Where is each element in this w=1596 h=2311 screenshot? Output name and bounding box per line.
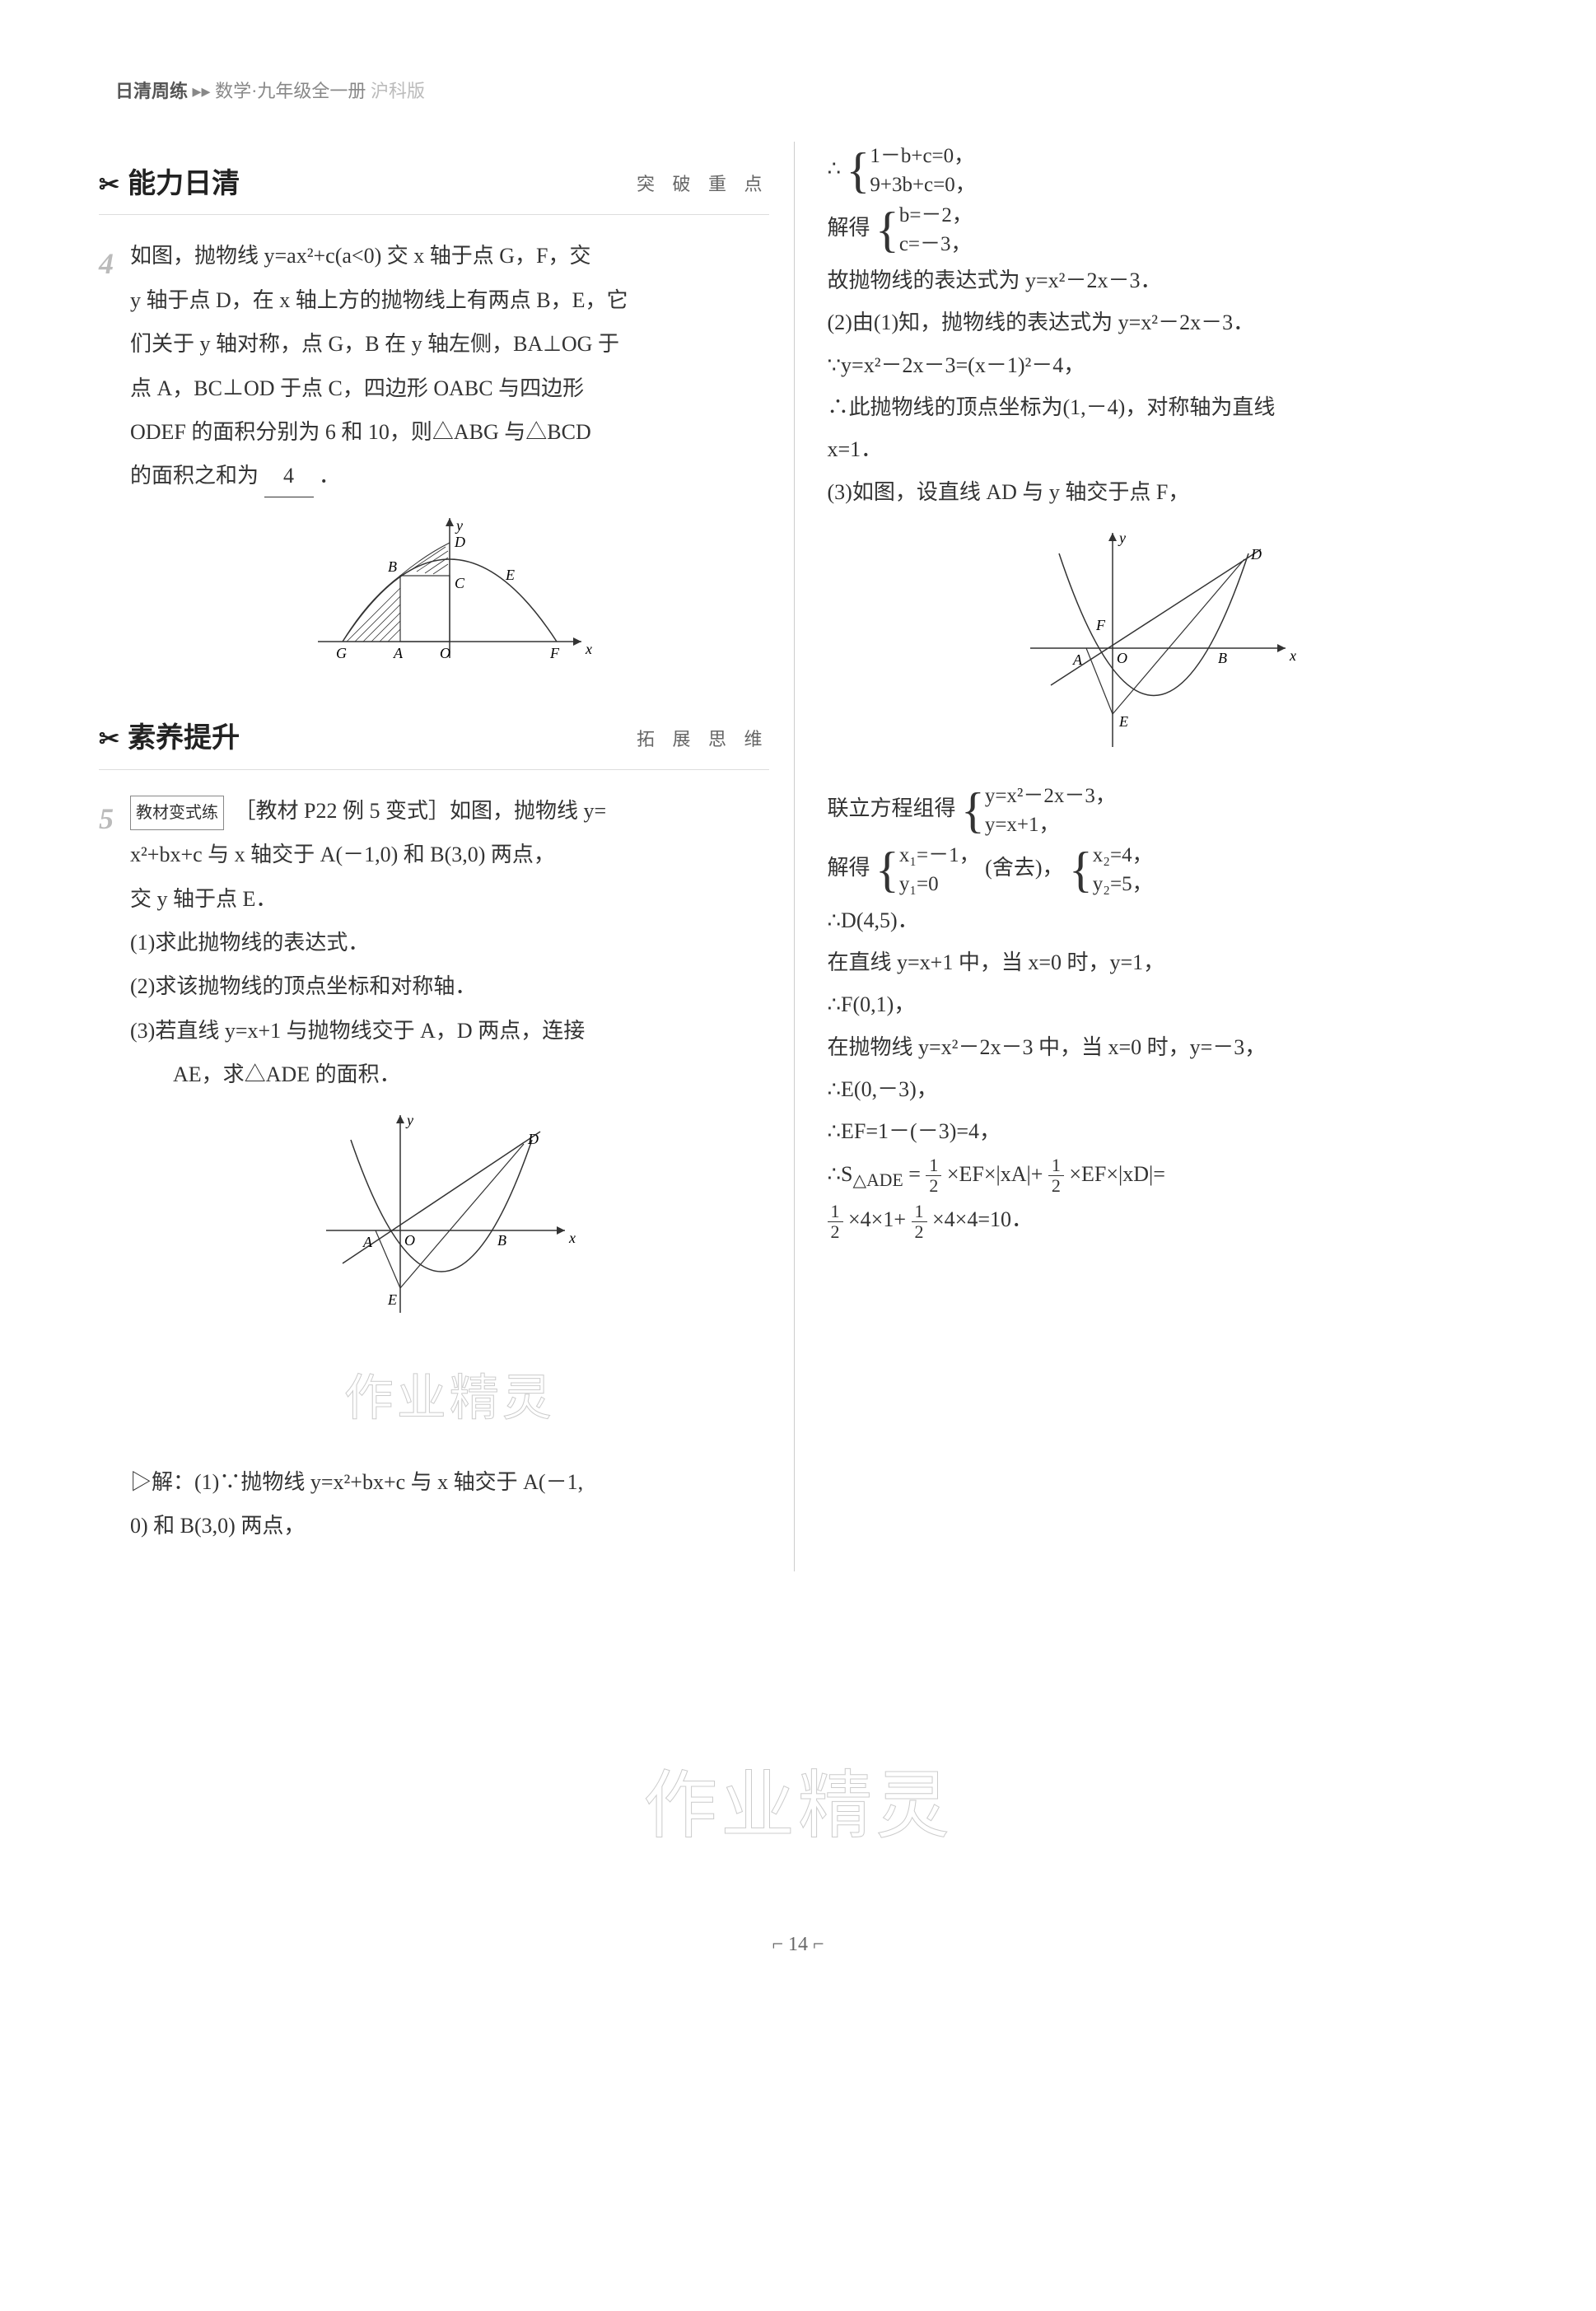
frac-half-1: 12 <box>926 1156 941 1196</box>
p5-line1: 教材变式练 ［教材 P22 例 5 变式］如图，抛物线 y= <box>130 791 769 831</box>
svg-text:D: D <box>527 1131 539 1147</box>
svg-text:O: O <box>404 1232 415 1249</box>
r-sys2: 解得 { b=－2， c=－3， <box>828 201 1498 259</box>
svg-text:x: x <box>585 641 592 657</box>
left-column: ✂ 能力日清 突 破 重 点 4 如图，抛物线 y=ax²+c(a<0) 交 x… <box>99 142 795 1571</box>
watermark-1: 作业精灵 <box>130 1352 769 1445</box>
r-l6: (3)如图，设直线 AD 与 y 轴交于点 F， <box>828 472 1498 512</box>
svg-text:A: A <box>1072 651 1083 668</box>
svg-text:E: E <box>505 567 515 583</box>
r-l1: 故抛物线的表达式为 y=x²－2x－3． <box>828 260 1498 301</box>
header-arrows: ▸▸ <box>193 81 216 101</box>
problem-4-body: 如图，抛物线 y=ax²+c(a<0) 交 x 轴于点 G，F，交 y 轴于点 … <box>130 236 769 688</box>
watermark-2: 作业精灵 <box>99 1736 1497 1877</box>
problem-4-number: 4 <box>99 236 114 292</box>
svg-text:y: y <box>1118 530 1126 546</box>
r-l7: ∴D(4,5)． <box>828 900 1498 941</box>
svg-text:A: A <box>393 645 404 661</box>
header-edition: 沪科版 <box>371 81 425 101</box>
r-sys4: 解得 { x₁=－1， y₁=0 (舍去)， { x₂=4， y₂=5， <box>828 841 1498 899</box>
section-literacy-title-wrap: ✂ 素养提升 <box>99 712 240 766</box>
svg-text:x: x <box>568 1230 576 1246</box>
p5-sol-a: ▷解：(1)∵抛物线 y=x²+bx+c 与 x 轴交于 A(－1, <box>130 1462 769 1502</box>
p5-figure: y x D A O B E <box>130 1107 769 1334</box>
r-l13: ∴S△ADE = 12 ×EF×|xA|+ 12 ×EF×|xD|= <box>828 1154 1498 1198</box>
svg-text:C: C <box>455 575 465 591</box>
header-series: 日清周练 <box>115 81 188 101</box>
problem-5-number: 5 <box>99 791 114 847</box>
r-l4: ∴此抛物线的顶点坐标为(1,－4)，对称轴为直线 <box>828 387 1498 427</box>
problem-4: 4 如图，抛物线 y=ax²+c(a<0) 交 x 轴于点 G，F，交 y 轴于… <box>99 236 769 688</box>
scissors-icon: ✂ <box>99 161 119 208</box>
p5-q1: (1)求此抛物线的表达式． <box>130 922 769 963</box>
r-l14: 12 ×4×1+ 12 ×4×4=10． <box>828 1199 1498 1242</box>
svg-text:B: B <box>497 1232 506 1249</box>
svg-text:F: F <box>1095 617 1106 633</box>
section-ability-header: ✂ 能力日清 突 破 重 点 <box>99 158 769 216</box>
section-literacy-title: 素养提升 <box>128 712 240 766</box>
page-number: ⌐ 14 ⌐ <box>99 1926 1497 1964</box>
r-l8: 在直线 y=x+1 中，当 x=0 时，y=1， <box>828 942 1498 983</box>
svg-text:D: D <box>454 534 465 550</box>
header-subject: 数学·九年级全一册 <box>215 81 366 101</box>
section-ability-subtitle: 突 破 重 点 <box>637 167 769 202</box>
p4-figure: y x D B C E G A O F <box>130 510 769 688</box>
frac-half-2: 12 <box>1048 1156 1064 1196</box>
p4-line1: 如图，抛物线 y=ax²+c(a<0) 交 x 轴于点 G，F，交 <box>130 236 769 276</box>
svg-text:O: O <box>1117 650 1127 666</box>
right-column: ∴ { 1－b+c=0， 9+3b+c=0， 解得 { b=－2， c=－3， … <box>828 142 1498 1571</box>
p4-answer: 4 <box>264 455 314 497</box>
p4-svg: y x D B C E G A O F <box>301 510 598 675</box>
problem-5: 5 教材变式练 ［教材 P22 例 5 变式］如图，抛物线 y= x²+bx+c… <box>99 791 769 1547</box>
content-columns: ✂ 能力日清 突 破 重 点 4 如图，抛物线 y=ax²+c(a<0) 交 x… <box>99 142 1497 1571</box>
r-l11: ∴E(0,－3)， <box>828 1069 1498 1109</box>
p4-line3: 们关于 y 轴对称，点 G，B 在 y 轴左侧，BA⊥OG 于 <box>130 324 769 364</box>
section-ability-title-wrap: ✂ 能力日清 <box>99 158 240 212</box>
p5-svg: y x D A O B E <box>318 1107 581 1321</box>
p5-sol-b: 0) 和 B(3,0) 两点， <box>130 1506 769 1546</box>
r-l10: 在抛物线 y=x²－2x－3 中，当 x=0 时，y=－3， <box>828 1027 1498 1067</box>
r-figure: y x D F A O B E <box>828 525 1498 768</box>
r-sys1: ∴ { 1－b+c=0， 9+3b+c=0， <box>828 142 1498 199</box>
problem-5-body: 教材变式练 ［教材 P22 例 5 变式］如图，抛物线 y= x²+bx+c 与… <box>130 791 769 1547</box>
svg-text:B: B <box>1218 650 1227 666</box>
r-sys3: 联立方程组得 { y=x²－2x－3， y=x+1， <box>828 782 1498 839</box>
svg-text:E: E <box>1118 713 1128 730</box>
svg-text:D: D <box>1250 546 1262 563</box>
frac-half-4: 12 <box>912 1202 927 1242</box>
svg-text:y: y <box>455 517 463 534</box>
svg-text:x: x <box>1289 647 1296 664</box>
p5-q3b: AE，求△ADE 的面积． <box>130 1054 769 1095</box>
p5-q2: (2)求该抛物线的顶点坐标和对称轴． <box>130 966 769 1006</box>
section-literacy-subtitle: 拓 展 思 维 <box>637 722 769 757</box>
page-header: 日清周练 ▸▸ 数学·九年级全一册 沪科版 <box>99 74 1497 109</box>
svg-text:E: E <box>387 1291 397 1308</box>
p4-line4: 点 A，BC⊥OD 于点 C，四边形 OABC 与四边形 <box>130 368 769 409</box>
p4-line6: 的面积之和为 4 ． <box>130 455 769 497</box>
p4-line5: ODEF 的面积分别为 6 和 10，则△ABG 与△BCD <box>130 412 769 452</box>
p5-q3a: (3)若直线 y=x+1 与抛物线交于 A，D 两点，连接 <box>130 1011 769 1051</box>
svg-text:A: A <box>362 1234 373 1250</box>
p4-line2: y 轴于点 D，在 x 轴上方的抛物线上有两点 B，E，它 <box>130 280 769 320</box>
svg-text:G: G <box>336 645 347 661</box>
frac-half-3: 12 <box>828 1202 843 1242</box>
p5-line3: 交 y 轴于点 E． <box>130 879 769 919</box>
r-svg: y x D F A O B E <box>1022 525 1302 755</box>
r-l12: ∴EF=1－(－3)=4， <box>828 1111 1498 1151</box>
section-ability-title: 能力日清 <box>128 158 240 212</box>
svg-text:O: O <box>440 645 450 661</box>
svg-text:y: y <box>405 1112 413 1128</box>
svg-text:F: F <box>549 645 560 661</box>
p5-line2: x²+bx+c 与 x 轴交于 A(－1,0) 和 B(3,0) 两点， <box>130 834 769 875</box>
r-l9: ∴F(0,1)， <box>828 984 1498 1025</box>
r-l3: ∵y=x²－2x－3=(x－1)²－4， <box>828 345 1498 385</box>
section-literacy-header: ✂ 素养提升 拓 展 思 维 <box>99 712 769 770</box>
r-l5: x=1． <box>828 429 1498 469</box>
scissors-icon: ✂ <box>99 716 119 763</box>
svg-text:B: B <box>388 558 397 575</box>
p5-tag: 教材变式练 <box>130 796 224 830</box>
r-l2: (2)由(1)知，抛物线的表达式为 y=x²－2x－3． <box>828 302 1498 343</box>
